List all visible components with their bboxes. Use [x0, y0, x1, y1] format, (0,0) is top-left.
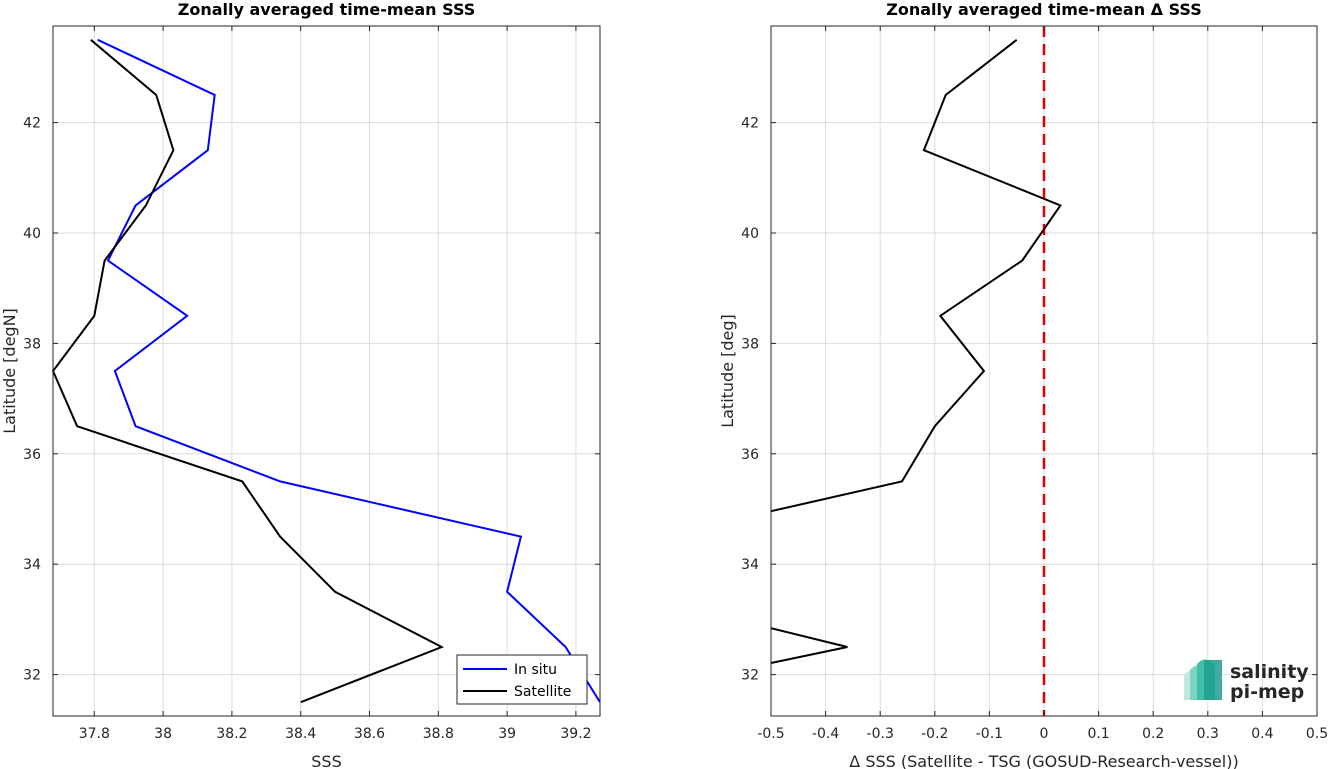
chart0-series-satellite-line [51, 39, 445, 704]
chart1-xtick-label: -0.4 [812, 726, 839, 742]
chart0-xlabel: SSS [311, 752, 341, 769]
chart1-ytick-label: 32 [741, 668, 759, 684]
chart1-xtick-label: -0.5 [757, 726, 784, 742]
chart0-title: Zonally averaged time-mean SSS [178, 0, 476, 19]
chart0-ytick-label: 42 [23, 116, 41, 132]
chart1-series-delta-line [770, 39, 1062, 513]
chart1-title: Zonally averaged time-mean Δ SSS [886, 0, 1202, 19]
chart0-legend-label: Satellite [514, 684, 571, 700]
chart0-legend: In situ Satellite [456, 654, 588, 705]
chart1-xtick-label: -0.3 [867, 726, 894, 742]
chart0-series-in-situ-line [97, 38, 601, 703]
chart1-ylabel: Latitude [deg] [718, 314, 737, 428]
chart0-xtick-label: 38.2 [216, 726, 247, 742]
chart0-legend-label: In situ [514, 662, 557, 678]
chart0-ytick-label: 36 [23, 447, 41, 463]
delta-sss-chart: -0.5 -0.4 -0.3 -0.2 -0.1 0 0.1 0.2 0.3 0.4 0.5 32 34… [718, 0, 1328, 769]
logo-text-pi-mep: pi-mep [1230, 681, 1304, 703]
salinity-pi-mep-logo: salinity pi-mep [1184, 659, 1309, 703]
chart0-axes-frame [52, 25, 601, 717]
chart0-ytick-label: 38 [23, 336, 41, 352]
chart0-ylabel: Latitude [degN] [0, 308, 19, 434]
chart1-xtick-label: 0.2 [1142, 726, 1164, 742]
chart0-ytick-label: 34 [23, 557, 41, 573]
chart1-xtick-label: -0.2 [921, 726, 948, 742]
chart0-xtick-label: 39.2 [560, 726, 591, 742]
chart1-series-delta-line [770, 627, 848, 664]
chart1-ytick-label: 38 [741, 336, 759, 352]
chart1-xlabel: Δ SSS (Satellite - TSG (GOSUD-Research-v… [849, 752, 1238, 769]
chart1-ytick-label: 34 [741, 557, 759, 573]
logo-mark-icon [1184, 659, 1222, 700]
chart0-xtick-label: 38.8 [423, 726, 454, 742]
logo-text-salinity: salinity [1230, 661, 1309, 683]
chart1-xtick-label: 0 [1040, 726, 1049, 742]
chart0-ytick-label: 32 [23, 668, 41, 684]
chart1-ytick-label: 42 [741, 116, 759, 132]
sss-chart: 37.8 38 38.2 38.4 38.6 38.8 39 39.2 32 34 36 38 40 42… [0, 0, 601, 769]
chart1-xtick-label: -0.1 [976, 726, 1003, 742]
chart1-ytick-label: 36 [741, 447, 759, 463]
chart0-xtick-label: 38 [154, 726, 172, 742]
chart1-ytick-label: 40 [741, 226, 759, 242]
chart1-xtick-label: 0.4 [1251, 726, 1273, 742]
chart0-xtick-label: 38.6 [354, 726, 385, 742]
chart1-xtick-label: 0.5 [1306, 726, 1328, 742]
chart0-ytick-label: 40 [23, 226, 41, 242]
chart0-xtick-label: 38.4 [285, 726, 316, 742]
chart0-xtick-label: 37.8 [79, 726, 110, 742]
chart0-xtick-label: 39 [498, 726, 516, 742]
chart0-legend-box [456, 654, 588, 705]
chart1-xtick-label: 0.3 [1197, 726, 1219, 742]
chart1-xtick-label: 0.1 [1087, 726, 1109, 742]
